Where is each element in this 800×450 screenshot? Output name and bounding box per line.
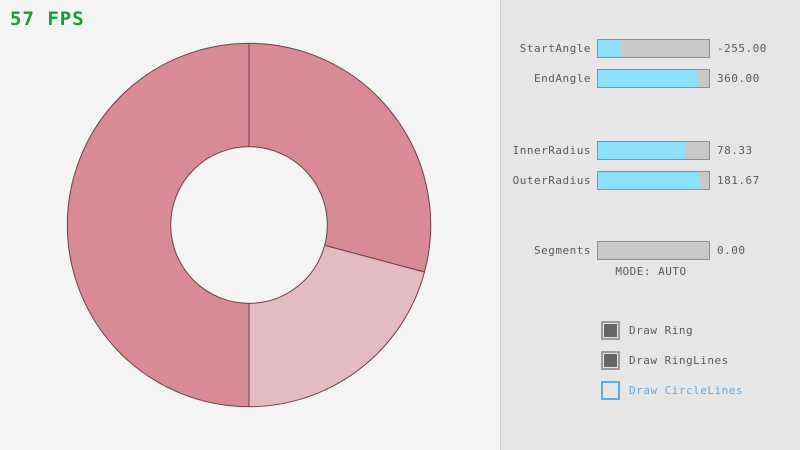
slider-row-innerradius: InnerRadius 78.33 [501,140,800,160]
slider-label: EndAngle [534,71,591,85]
checkbox-row-draw-circlelines[interactable]: Draw CircleLines [601,379,743,401]
render-canvas[interactable]: 57 FPS [0,0,500,450]
slider-row-endangle: EndAngle 360.00 [501,68,800,88]
slider-label: InnerRadius [512,143,591,157]
slider-row-startangle: StartAngle -255.00 [501,38,800,58]
checkbox-label: Draw RingLines [629,353,729,367]
checkbox-row-draw-ringlines[interactable]: Draw RingLines [601,349,729,371]
slider-value: 0.00 [717,243,746,257]
slider-value: 360.00 [717,71,760,85]
slider-track-innerradius[interactable] [597,140,710,160]
slider-value: -255.00 [717,41,767,55]
checkbox-draw-ringlines[interactable] [601,350,620,370]
donut-slice [248,42,432,273]
checkbox-row-draw-ring[interactable]: Draw Ring [601,319,693,341]
mode-label: MODE: AUTO [615,265,687,278]
donut-slice [66,42,250,408]
slider-track-startangle[interactable] [597,38,710,58]
slider-row-segments: Segments 0.00 [501,240,800,260]
donut-chart [66,42,432,408]
slider-value: 181.67 [717,173,760,187]
slider-label: OuterRadius [512,173,591,187]
checkbox-draw-ring[interactable] [601,320,620,340]
slider-label: Segments [534,243,591,257]
slider-fill [598,69,697,87]
checkbox-draw-circlelines[interactable] [601,380,620,400]
slider-fill [598,171,699,189]
checkbox-label: Draw Ring [629,323,694,337]
slider-track-segments[interactable] [597,240,710,260]
slider-value: 78.33 [717,143,753,157]
fps-counter: 57 FPS [10,8,85,30]
checkbox-label: Draw CircleLines [629,383,743,397]
slider-fill [598,141,685,159]
slider-track-endangle[interactable] [597,68,710,88]
control-panel: StartAngle -255.00 EndAngle 360.00 InnerRadi… [500,0,800,450]
slider-row-outerradius: OuterRadius 181.67 [501,170,800,190]
slider-fill [598,39,623,57]
donut-slice [248,244,426,408]
slider-label: StartAngle [519,41,591,55]
slider-track-outerradius[interactable] [597,170,710,190]
